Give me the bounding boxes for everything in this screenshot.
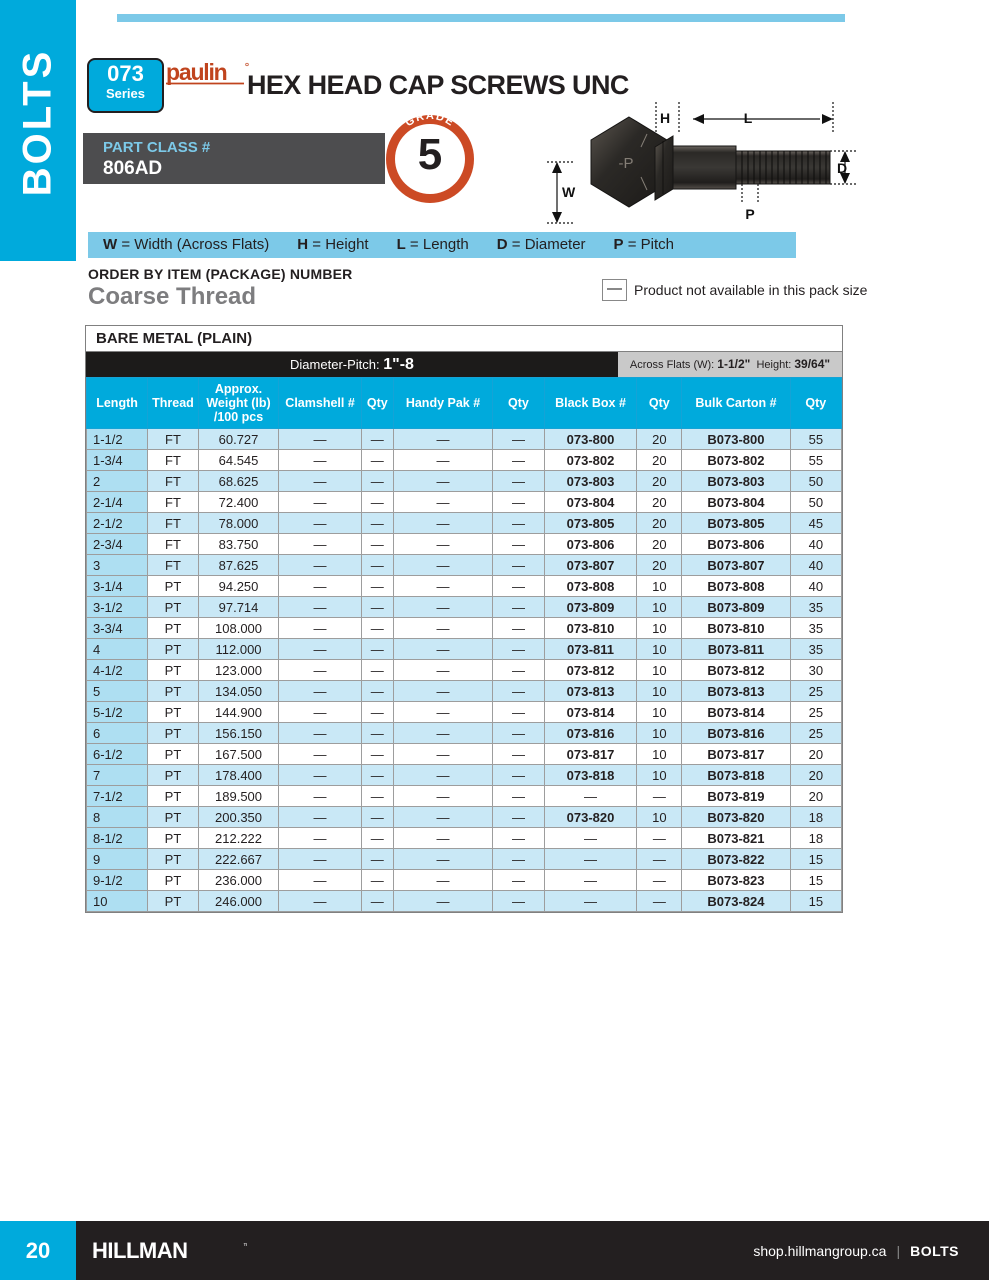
svg-text:L: L	[744, 110, 753, 126]
svg-text:™: ™	[243, 1243, 247, 1250]
svg-text:P: P	[745, 206, 754, 222]
svg-text:paulin: paulin	[166, 62, 227, 85]
svg-text:GRADE: GRADE	[403, 115, 456, 129]
svg-text:HILLMAN: HILLMAN	[92, 1240, 187, 1263]
svg-text:D: D	[837, 160, 847, 176]
svg-text:W: W	[562, 184, 576, 200]
svg-text:H: H	[660, 110, 670, 126]
svg-text:-P: -P	[619, 155, 634, 172]
